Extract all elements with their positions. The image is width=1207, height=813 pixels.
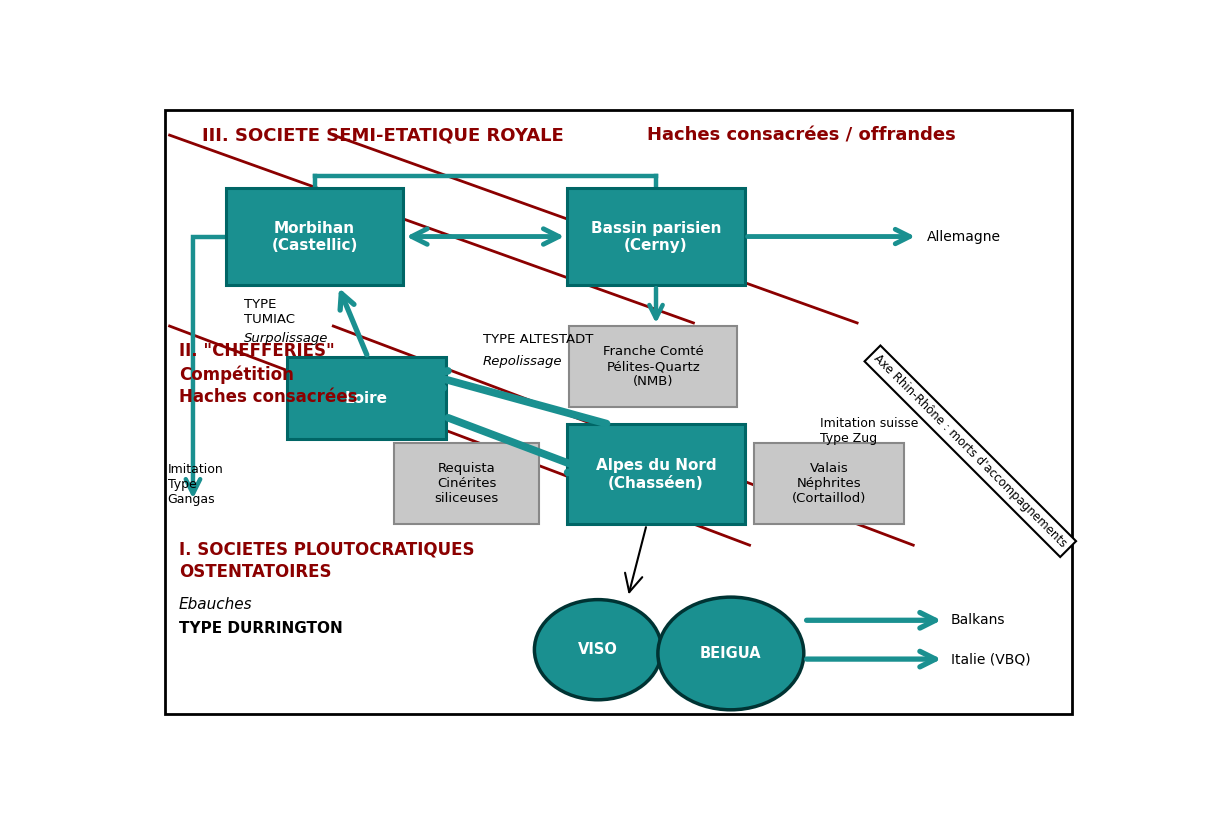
Text: TYPE
TUMIAC: TYPE TUMIAC: [244, 298, 296, 326]
Text: Axe Rhin-Rhône : morts d'accompagnements: Axe Rhin-Rhône : morts d'accompagnements: [871, 352, 1069, 550]
Text: Ebauches: Ebauches: [179, 597, 252, 612]
Text: I. SOCIETES PLOUTOCRATIQUES
OSTENTATOIRES: I. SOCIETES PLOUTOCRATIQUES OSTENTATOIRE…: [179, 541, 474, 581]
Ellipse shape: [535, 600, 661, 700]
Text: Allemagne: Allemagne: [927, 229, 1002, 244]
Text: VISO: VISO: [578, 642, 618, 657]
Text: II. "CHEFFERIES"
Compétition
Haches consacrées: II. "CHEFFERIES" Compétition Haches cons…: [179, 342, 357, 406]
Text: Valais
Néphrites
(Cortaillod): Valais Néphrites (Cortaillod): [792, 463, 867, 506]
Text: Morbihan
(Castellic): Morbihan (Castellic): [272, 220, 357, 253]
FancyBboxPatch shape: [568, 326, 737, 407]
Text: Loire: Loire: [344, 390, 387, 406]
Text: TYPE ALTESTADT: TYPE ALTESTADT: [483, 333, 594, 346]
Text: Imitation
Type
Gangas: Imitation Type Gangas: [168, 463, 223, 506]
Text: Imitation suisse
Type Zug: Imitation suisse Type Zug: [820, 416, 919, 445]
Text: TYPE DURRINGTON: TYPE DURRINGTON: [179, 621, 343, 636]
Text: III. SOCIETE SEMI-ETATIQUE ROYALE: III. SOCIETE SEMI-ETATIQUE ROYALE: [203, 126, 564, 144]
Text: Repolissage: Repolissage: [483, 355, 562, 368]
Text: Alpes du Nord
(Chasséen): Alpes du Nord (Chasséen): [596, 459, 716, 490]
FancyBboxPatch shape: [286, 358, 445, 439]
Text: Balkans: Balkans: [951, 613, 1005, 628]
FancyBboxPatch shape: [165, 110, 1072, 714]
Ellipse shape: [658, 597, 804, 710]
Text: Franche Comté
Pélites-Quartz
(NMB): Franche Comté Pélites-Quartz (NMB): [602, 346, 704, 389]
Text: Surpolissage: Surpolissage: [244, 332, 328, 345]
FancyBboxPatch shape: [393, 443, 540, 524]
FancyBboxPatch shape: [567, 189, 745, 285]
FancyBboxPatch shape: [567, 424, 745, 524]
Text: Bassin parisien
(Cerny): Bassin parisien (Cerny): [590, 220, 722, 253]
Text: Italie (VBQ): Italie (VBQ): [951, 652, 1031, 666]
Text: Requista
Cinérites
siliceuses: Requista Cinérites siliceuses: [435, 463, 498, 506]
FancyBboxPatch shape: [226, 189, 403, 285]
Text: Haches consacrées / offrandes: Haches consacrées / offrandes: [647, 126, 956, 144]
FancyBboxPatch shape: [754, 443, 904, 524]
Text: BEIGUA: BEIGUA: [700, 646, 762, 661]
